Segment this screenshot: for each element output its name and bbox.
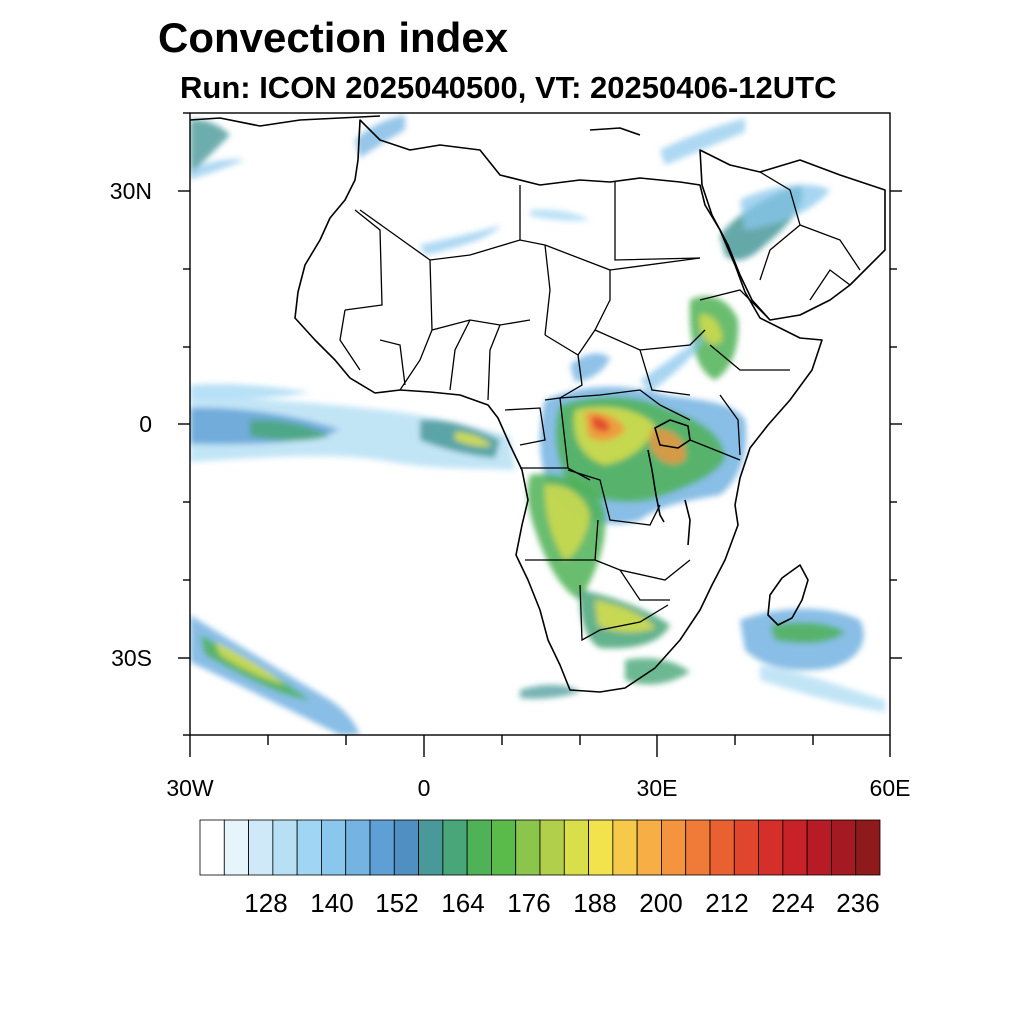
colorbar-box [539, 819, 565, 876]
field-east-med [660, 118, 745, 165]
field-atlantic-green [250, 419, 330, 441]
colorbar-box [588, 819, 614, 876]
lon-label-0: 0 [417, 775, 431, 801]
colorbar-box [782, 819, 808, 876]
field-congo-red [592, 416, 610, 432]
europe-coast [190, 115, 381, 127]
field-gulf-yellow [455, 432, 492, 447]
madagascar-coastline [767, 564, 809, 626]
field-madagascar-green [770, 622, 845, 644]
colorbar-boxes [199, 819, 881, 876]
colorbar-label: 128 [244, 888, 288, 918]
field-sahel-streak [640, 335, 705, 392]
country-borders [339, 171, 861, 642]
field-nw-corner [190, 119, 230, 175]
field-nw-streak [190, 159, 245, 180]
colorbar-label: 200 [639, 888, 683, 918]
chart-subtitle: Run: ICON 2025040500, VT: 20250406-12UTC [180, 70, 837, 105]
field-sahara-streak [420, 225, 500, 255]
lat-label-30s: 30S [111, 645, 152, 671]
colorbar-box [758, 819, 784, 876]
colorbar-box [199, 819, 225, 876]
field-angola-yellow [545, 484, 590, 560]
colorbar-label: 212 [705, 888, 749, 918]
colorbar-label: 188 [573, 888, 617, 918]
arabia-coastline [699, 149, 886, 321]
colorbar-label: 236 [836, 888, 880, 918]
colorbar-box [636, 819, 662, 876]
colorbar-box [563, 819, 589, 876]
map-frame [178, 112, 902, 757]
colorbar-box [418, 819, 444, 876]
field-arabia-light [740, 184, 830, 230]
colorbar-label: 224 [771, 888, 815, 918]
lat-label-0: 0 [139, 411, 152, 437]
field-med [355, 115, 405, 158]
colorbar-box [831, 819, 857, 876]
field-south-africa-yellow [595, 600, 655, 632]
lat-label-30n: 30N [109, 178, 152, 204]
colorbar-label: 176 [507, 888, 551, 918]
colorbar-box [733, 819, 759, 876]
colorbar-box [515, 819, 541, 876]
lon-label-60e: 60E [869, 775, 911, 801]
colorbar-box [248, 819, 274, 876]
colorbar-box [393, 819, 419, 876]
convection-field [190, 115, 885, 735]
colorbar-box [661, 819, 687, 876]
colorbar-label: 164 [441, 888, 485, 918]
field-ethiopia-yellow [700, 314, 722, 345]
colorbar-label: 152 [375, 888, 419, 918]
africa-coastline [294, 119, 823, 693]
colorbar-box [272, 819, 298, 876]
field-madagascar-tail [760, 665, 885, 712]
chart-title: Convection index [158, 14, 509, 61]
colorbar-box [223, 819, 249, 876]
colorbar-box [442, 819, 468, 876]
colorbar-box [296, 819, 322, 876]
colorbar-box [466, 819, 492, 876]
lake-tanganyika [647, 449, 665, 523]
field-west-africa [190, 383, 310, 399]
field-south-atlantic [190, 615, 360, 735]
colorbar-box [855, 819, 881, 876]
colorbar-box [321, 819, 347, 876]
colorbar-box [369, 819, 395, 876]
colorbar-box [685, 819, 711, 876]
field-sahara-streak-2 [530, 209, 590, 221]
coastlines [190, 115, 886, 693]
field-south-west [520, 684, 580, 699]
lake-malawi [684, 499, 691, 546]
field-south-atlantic-yellow [215, 642, 285, 685]
colorbar-box [612, 819, 638, 876]
lon-label-30w: 30W [166, 775, 214, 801]
colorbar-label: 140 [310, 888, 354, 918]
colorbar-box [345, 819, 371, 876]
crete [589, 127, 641, 136]
colorbar-box [709, 819, 735, 876]
lon-label-30e: 30E [636, 775, 678, 801]
colorbar-box [806, 819, 832, 876]
colorbar-box [491, 819, 517, 876]
